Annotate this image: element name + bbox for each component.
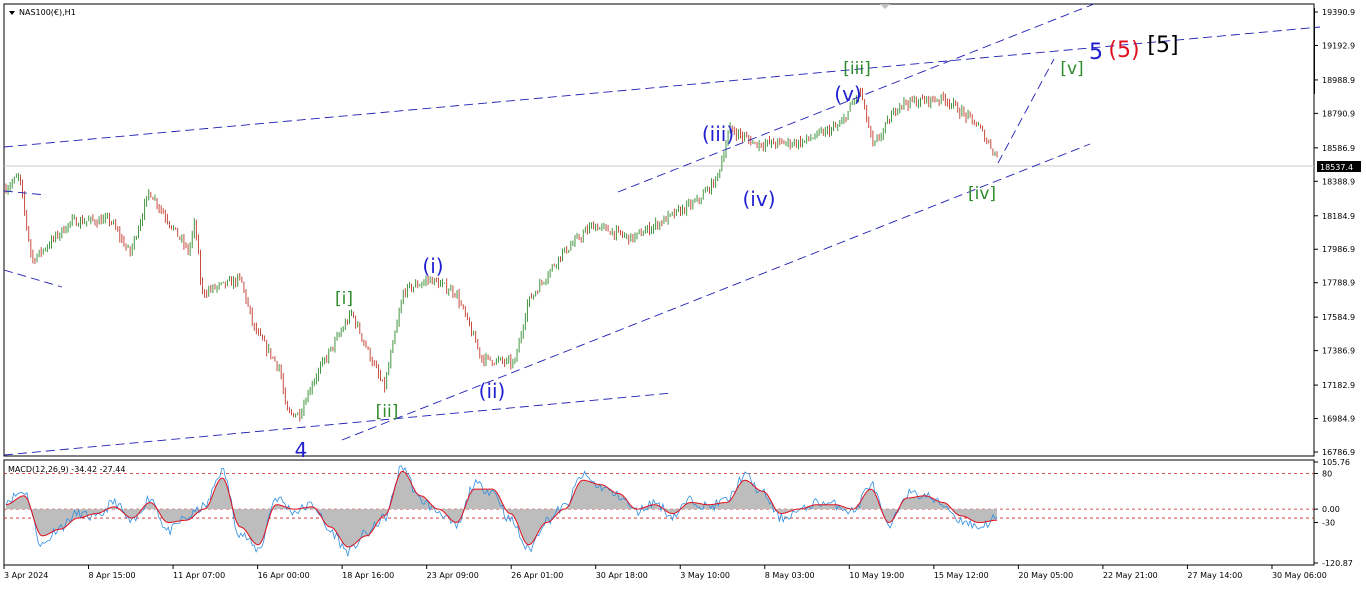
wave-i-blue-label: (i) xyxy=(422,254,443,278)
wave-iii-channel-line[interactable] xyxy=(617,3,1095,193)
time-tick-label: 15 May 12:00 xyxy=(934,571,989,580)
price-tick-label: 19192.9 xyxy=(1322,41,1355,50)
symbol-title: NAS100(€),H1 xyxy=(19,8,76,17)
wave-4-label: 4 xyxy=(295,438,308,462)
macd-tick-label: 0.00 xyxy=(1322,505,1340,514)
macd-layer: 105.76 80 0.00 -30 -120.87 xyxy=(4,458,1353,568)
price-tick-label: 17182.9 xyxy=(1322,381,1355,390)
price-tick-label: 18388.9 xyxy=(1322,177,1355,186)
price-tick-label: 16984.9 xyxy=(1322,415,1355,424)
time-tick-label: 18 Apr 16:00 xyxy=(342,571,394,580)
wave-labels: 4 [i] [ii] [iii] [iv] [v] (i) (ii) (iii)… xyxy=(295,33,1179,462)
upper-channel-line[interactable] xyxy=(3,26,1321,148)
wave-iii-green-label: [iii] xyxy=(843,59,870,79)
trendlines xyxy=(3,3,1321,456)
macd-tick-label: -120.87 xyxy=(1322,559,1353,568)
price-tick-label: 18988.9 xyxy=(1322,76,1355,85)
price-tick-label: 18586.9 xyxy=(1322,144,1355,153)
lower-base-line[interactable] xyxy=(3,392,673,456)
wave-iv-blue-label: (iv) xyxy=(743,187,776,211)
time-tick-label: 8 May 03:00 xyxy=(765,571,815,580)
current-price-value: 18537.4 xyxy=(1320,163,1353,172)
macd-tick-label: -30 xyxy=(1322,519,1335,528)
price-tick-label: 17584.9 xyxy=(1322,313,1355,322)
time-tick-label: 30 Apr 18:00 xyxy=(596,571,648,580)
time-tick-label: 8 Apr 15:00 xyxy=(89,571,136,580)
macd-plot-frame xyxy=(3,459,1315,566)
wave-ii-green-label: [ii] xyxy=(376,402,399,422)
price-axis[interactable]: 19390.9 19192.9 18988.9 18790.9 18586.9 18388… xyxy=(1314,8,1355,457)
macd-histogram xyxy=(6,471,998,547)
time-tick-label: 16 Apr 00:00 xyxy=(258,571,310,580)
wave-v-green-label: [v] xyxy=(1060,59,1083,79)
time-tick-label: 27 May 14:00 xyxy=(1187,571,1242,580)
time-tick-label: 3 May 10:00 xyxy=(680,571,730,580)
left-upper-segment[interactable] xyxy=(3,190,47,196)
wave-5-black-label: [5] xyxy=(1147,33,1178,58)
main-plot-frame xyxy=(3,3,1315,457)
macd-signal-line xyxy=(5,470,997,548)
price-scale-bar xyxy=(1314,8,1315,94)
candles-layer xyxy=(5,87,998,422)
chart-shift-marker-icon[interactable] xyxy=(880,4,890,9)
indicator-title: MACD(12,26,9) -34.42 -27.44 xyxy=(8,465,125,474)
wave-5-blue-label: 5 xyxy=(1089,40,1103,65)
time-tick-label: 26 Apr 01:00 xyxy=(511,571,563,580)
macd-tick-label: 80 xyxy=(1322,469,1332,478)
price-tick-label: 17986.9 xyxy=(1322,245,1355,254)
time-tick-label: 23 Apr 09:00 xyxy=(427,571,479,580)
macd-tick-label: 105.76 xyxy=(1322,458,1350,467)
price-tick-label: 16786.9 xyxy=(1322,448,1355,457)
price-tick-label: 17788.9 xyxy=(1322,279,1355,288)
wave-i-green-label: [i] xyxy=(335,289,353,309)
symbol-dropdown-icon[interactable] xyxy=(9,11,15,15)
time-tick-label: 20 May 05:00 xyxy=(1018,571,1073,580)
time-tick-label: 3 Apr 2024 xyxy=(4,571,48,580)
price-tick-label: 19390.9 xyxy=(1322,8,1355,17)
left-lower-segment[interactable] xyxy=(3,269,63,288)
wave-iv-green-label: [iv] xyxy=(968,184,996,204)
time-tick-label: 30 May 06:00 xyxy=(1272,571,1327,580)
wave-5-red-label: (5) xyxy=(1108,38,1139,63)
macd-main-line xyxy=(5,465,998,557)
time-axis[interactable]: 3 Apr 2024 8 Apr 15:00 11 Apr 07:00 16 Apr … xyxy=(3,565,1327,580)
wave-ii-blue-label: (ii) xyxy=(479,379,506,403)
wave-v-blue-label: (v) xyxy=(834,82,861,106)
current-price-tag: 18537.4 xyxy=(1317,161,1361,172)
time-tick-label: 11 Apr 07:00 xyxy=(173,571,225,580)
wave-iii-blue-label: (iii) xyxy=(702,122,734,146)
projected-wave-v-line[interactable] xyxy=(997,58,1055,164)
price-tick-label: 17386.9 xyxy=(1322,347,1355,356)
price-tick-label: 18184.9 xyxy=(1322,212,1355,221)
wave-iv-support-line[interactable] xyxy=(341,143,1091,441)
time-tick-label: 22 May 21:00 xyxy=(1103,571,1158,580)
price-tick-label: 18790.9 xyxy=(1322,109,1355,118)
time-tick-label: 10 May 19:00 xyxy=(849,571,904,580)
